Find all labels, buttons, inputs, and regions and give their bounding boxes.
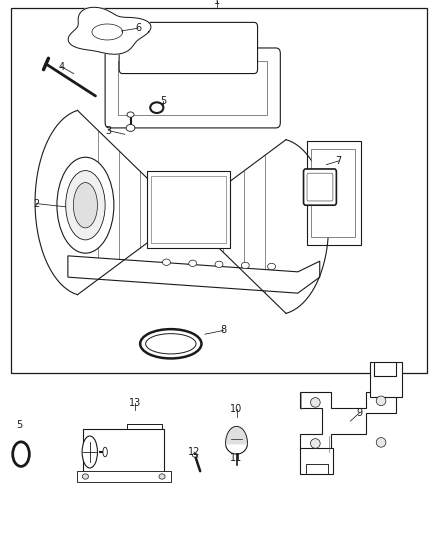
Ellipse shape — [162, 259, 170, 265]
FancyBboxPatch shape — [119, 22, 258, 74]
FancyBboxPatch shape — [304, 169, 336, 205]
Ellipse shape — [82, 474, 88, 479]
Ellipse shape — [311, 398, 320, 407]
Polygon shape — [68, 256, 320, 293]
Bar — [311, 149, 355, 237]
Bar — [147, 171, 230, 248]
Bar — [11, 8, 427, 373]
Polygon shape — [300, 392, 396, 450]
Text: 13: 13 — [129, 399, 141, 408]
Ellipse shape — [82, 436, 97, 468]
Bar — [118, 61, 267, 115]
Bar — [370, 362, 402, 397]
Text: 7: 7 — [336, 156, 342, 166]
Ellipse shape — [241, 262, 249, 269]
Text: 1: 1 — [214, 0, 220, 6]
Text: 10: 10 — [230, 405, 243, 414]
Text: 9: 9 — [356, 408, 362, 418]
Ellipse shape — [215, 261, 223, 268]
Text: 3: 3 — [106, 126, 112, 135]
Ellipse shape — [268, 263, 276, 270]
Text: 4: 4 — [58, 62, 64, 71]
Ellipse shape — [127, 112, 134, 117]
Ellipse shape — [66, 171, 105, 240]
Ellipse shape — [192, 453, 198, 457]
Bar — [151, 176, 226, 243]
Text: 5: 5 — [17, 420, 23, 430]
Polygon shape — [226, 426, 247, 443]
Text: 6: 6 — [135, 23, 141, 33]
Text: 11: 11 — [230, 454, 243, 463]
Bar — [77, 471, 171, 482]
Text: 8: 8 — [220, 326, 226, 335]
FancyBboxPatch shape — [307, 173, 333, 201]
Text: 5: 5 — [160, 96, 166, 106]
Ellipse shape — [311, 439, 320, 448]
Text: 12: 12 — [188, 447, 200, 457]
Bar — [307, 141, 361, 245]
Ellipse shape — [103, 447, 107, 457]
Ellipse shape — [126, 125, 135, 132]
Ellipse shape — [376, 438, 386, 447]
Ellipse shape — [226, 433, 247, 454]
Ellipse shape — [189, 260, 197, 266]
Ellipse shape — [57, 157, 114, 253]
Ellipse shape — [73, 182, 97, 228]
Ellipse shape — [376, 396, 386, 406]
Text: 2: 2 — [33, 199, 39, 208]
Bar — [300, 448, 333, 474]
Ellipse shape — [159, 474, 165, 479]
FancyBboxPatch shape — [105, 48, 280, 128]
Bar — [83, 429, 164, 474]
Polygon shape — [68, 7, 151, 54]
